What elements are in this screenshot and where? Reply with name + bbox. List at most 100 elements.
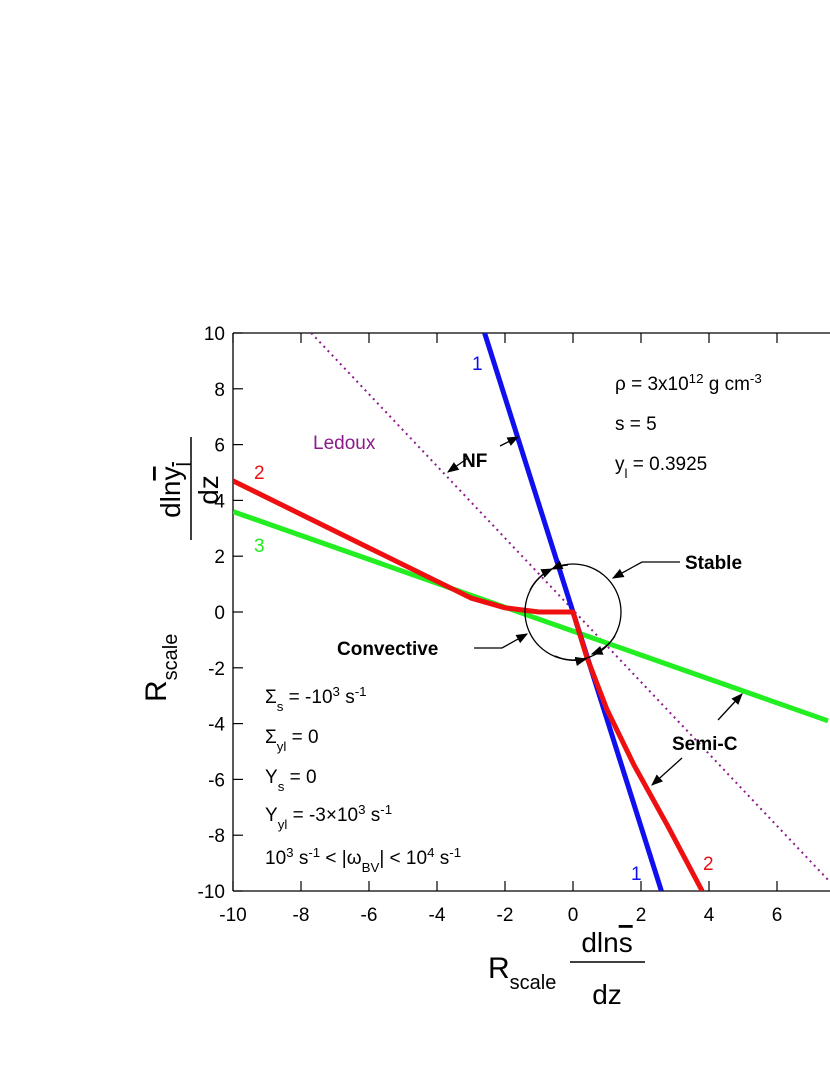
text-run: = 0 bbox=[284, 767, 316, 788]
series-label: 2 bbox=[254, 463, 265, 484]
series-label: 1 bbox=[472, 354, 483, 375]
y-axis-label: dlnyl bbox=[155, 462, 196, 518]
annotation: ρ = 3x1012 g cm-3 bbox=[615, 371, 762, 396]
annotation: Convective bbox=[337, 639, 438, 660]
text-run: -1 bbox=[380, 802, 392, 817]
text-run: = -3×10 bbox=[287, 805, 358, 826]
text-run: dln bbox=[155, 481, 186, 518]
y-tick-label: 4 bbox=[214, 491, 225, 512]
x-tick-label: 6 bbox=[772, 905, 783, 926]
annotation: Stable bbox=[685, 553, 742, 574]
arrow bbox=[651, 757, 683, 786]
series-label: 3 bbox=[254, 536, 265, 557]
annotation: Semi-C bbox=[672, 734, 738, 755]
text-run: -1 bbox=[355, 684, 367, 699]
x-tick-label: 0 bbox=[568, 905, 579, 926]
annotation: Υyl = -3×103 s-1 bbox=[265, 802, 392, 832]
text-run: y bbox=[155, 467, 186, 481]
annotation: Υs = 0 bbox=[265, 767, 317, 794]
arrow bbox=[529, 568, 554, 591]
text-run: Σ bbox=[265, 687, 277, 708]
text-run: | < 10 bbox=[379, 848, 427, 869]
y-tick-label: 10 bbox=[204, 324, 225, 345]
arrow bbox=[474, 633, 529, 649]
annotation-arrows bbox=[447, 436, 743, 786]
text-run: l bbox=[174, 462, 196, 466]
y-tick-label: 2 bbox=[214, 547, 225, 568]
text-run: = 0 bbox=[286, 727, 318, 748]
text-run: Σ bbox=[265, 727, 277, 748]
series-line bbox=[233, 478, 705, 891]
y-tick-label: -6 bbox=[208, 770, 225, 791]
series-label: 1 bbox=[631, 864, 642, 885]
x-tick-label: 4 bbox=[704, 905, 715, 926]
text-run: l bbox=[625, 466, 628, 481]
series-line bbox=[233, 509, 829, 724]
annotation: Σs = -103 s-1 bbox=[265, 684, 367, 714]
x-tick-label: -6 bbox=[361, 905, 378, 926]
text-run: s bbox=[277, 699, 284, 714]
x-tick-label: -4 bbox=[429, 905, 446, 926]
text-run: y bbox=[615, 454, 625, 475]
x-axis-label: dlns bbox=[581, 927, 632, 958]
text-run: BV bbox=[362, 860, 380, 875]
x-tick-label: -8 bbox=[293, 905, 310, 926]
annotation: NF bbox=[462, 451, 487, 472]
y-tick-label: -8 bbox=[208, 826, 225, 847]
series-label: 2 bbox=[703, 854, 714, 875]
y-axis-label: Rscale bbox=[140, 634, 182, 702]
text-run: = -10 bbox=[283, 687, 332, 708]
text-run: s bbox=[340, 687, 355, 708]
text-run: 3 bbox=[358, 802, 365, 817]
text-run: scale bbox=[160, 634, 182, 681]
y-axis-label: dz bbox=[193, 475, 224, 505]
series-label: Ledoux bbox=[313, 433, 376, 454]
text-run: = 0.3925 bbox=[627, 454, 707, 475]
text-run: 3 bbox=[333, 684, 340, 699]
text-run: Υ bbox=[265, 805, 278, 826]
text-run: -3 bbox=[750, 371, 762, 386]
y-tick-label: 8 bbox=[214, 380, 225, 401]
arrow bbox=[611, 561, 680, 579]
text-run: 12 bbox=[689, 371, 704, 386]
arrow bbox=[447, 457, 469, 473]
text-run: R bbox=[488, 952, 510, 985]
text-run: Υ bbox=[265, 767, 278, 788]
annotation: s = 5 bbox=[615, 414, 657, 435]
text-run: -1 bbox=[308, 845, 320, 860]
arrow bbox=[717, 693, 743, 721]
x-axis-label: Rscale bbox=[488, 952, 556, 994]
annotation: yl = 0.3925 bbox=[615, 454, 707, 481]
text-run: < |ω bbox=[320, 848, 362, 869]
text-run: 4 bbox=[427, 845, 434, 860]
y-tick-label: 6 bbox=[214, 436, 225, 457]
text-run: 3 bbox=[286, 845, 293, 860]
y-tick-label: -2 bbox=[208, 659, 225, 680]
x-tick-label: -2 bbox=[497, 905, 514, 926]
x-tick-label: 2 bbox=[636, 905, 647, 926]
text-run: s bbox=[619, 927, 633, 958]
arrow bbox=[554, 655, 588, 666]
text-run: g cm bbox=[703, 374, 749, 395]
y-tick-label: -10 bbox=[198, 882, 225, 903]
arrow bbox=[499, 436, 520, 447]
text-run: scale bbox=[510, 972, 557, 994]
arrow bbox=[590, 635, 616, 655]
text-run: ρ = 3x10 bbox=[615, 374, 689, 395]
y-tick-label: 0 bbox=[214, 603, 225, 624]
text-run: yl bbox=[277, 739, 287, 754]
text-run: 10 bbox=[265, 848, 286, 869]
arrow bbox=[550, 560, 569, 570]
x-tick-label: -10 bbox=[219, 905, 246, 926]
text-run: R bbox=[140, 680, 173, 702]
annotation: 103 s-1 < |ωBV| < 104 s-1 bbox=[265, 845, 461, 875]
text-run: s bbox=[434, 848, 449, 869]
text-run: dln bbox=[581, 927, 618, 958]
text-run: s bbox=[278, 779, 285, 794]
x-axis-label: dz bbox=[592, 979, 622, 1010]
annotation: Σyl = 0 bbox=[265, 727, 319, 754]
text-run: yl bbox=[278, 817, 288, 832]
text-run: s bbox=[294, 848, 309, 869]
